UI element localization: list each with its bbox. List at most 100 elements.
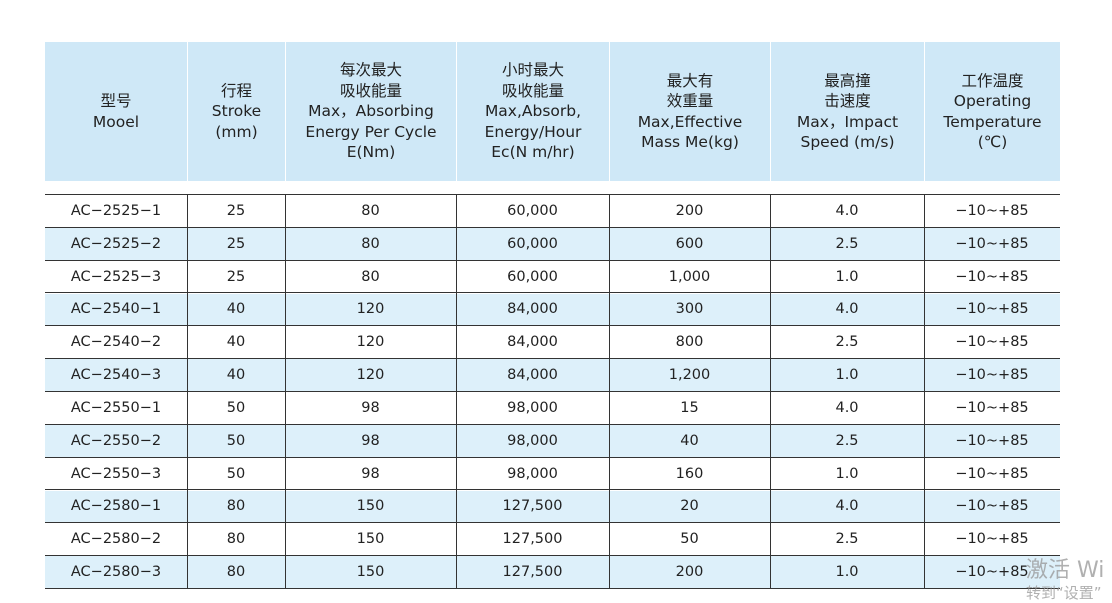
table-cell: 4.0: [770, 392, 924, 425]
table-cell: 98: [285, 392, 456, 425]
watermark: 激活 Wi: [1026, 558, 1105, 583]
table-cell: 600: [609, 227, 770, 261]
table-cell: 80: [285, 227, 456, 261]
table-cell: 84,000: [456, 293, 609, 327]
table-cell: 98: [285, 457, 456, 491]
header-cell: 工作温度 Operating Temperature (℃): [925, 42, 1060, 181]
column-rule: [770, 194, 771, 589]
table-cell: 150: [285, 556, 456, 589]
table-cell: 98: [285, 424, 456, 458]
column-rule: [456, 194, 457, 589]
header-line: Energy/Hour: [484, 122, 582, 141]
table-cell: 40: [187, 326, 285, 360]
table-cell: −10~+85: [924, 424, 1060, 458]
table-cell: 84,000: [456, 359, 609, 392]
header-cell: 型号 Mooel: [45, 42, 187, 181]
table-cell: 40: [187, 293, 285, 327]
table-cell: −10~+85: [924, 523, 1060, 557]
header-line: Speed (m/s): [800, 133, 895, 151]
table-cell: 98,000: [456, 457, 609, 491]
table-cell: −10~+85: [924, 457, 1060, 491]
table-cell: 2.5: [770, 326, 924, 360]
table-cell: 2.5: [770, 424, 924, 458]
table-cell: AC−2550−2: [45, 424, 187, 458]
header-line: 型号: [100, 92, 132, 110]
table-cell: 15: [609, 392, 770, 425]
header-cell: 行程 Stroke (mm): [188, 42, 285, 181]
table-cell: AC−2525−2: [45, 227, 187, 261]
table-cell: 150: [285, 523, 456, 557]
table-cell: 60,000: [456, 227, 609, 261]
header-line: 效重量: [666, 92, 714, 110]
table-cell: −10~+85: [924, 359, 1060, 392]
table-cell: 1.0: [770, 359, 924, 392]
table-cell: 80: [187, 523, 285, 557]
table-cell: 160: [609, 457, 770, 491]
table-cell: 80: [187, 556, 285, 589]
header-line: 吸收能量: [501, 81, 564, 100]
header-line: (℃): [977, 133, 1008, 151]
table-cell: 1,000: [609, 260, 770, 294]
header-line: 最高撞: [824, 71, 871, 90]
table-cell: −10~+85: [924, 556, 1060, 589]
header-line: Mooel: [92, 112, 140, 131]
header-line: Max，Impact: [796, 112, 899, 131]
table-cell: 80: [285, 195, 456, 228]
table-cell: 127,500: [456, 556, 609, 589]
table-cell: 300: [609, 293, 770, 327]
header-cell: 小时最大 吸收能量 Max,Absorb, Energy/Hour Ec(N m/hr): [457, 42, 609, 181]
table-cell: 2.5: [770, 227, 924, 261]
table-cell: −10~+85: [924, 392, 1060, 425]
table-cell: 120: [285, 293, 456, 327]
table-cell: 60,000: [456, 260, 609, 294]
column-rule: [609, 194, 610, 589]
table-cell: AC−2580−1: [45, 490, 187, 524]
header-line: 每次最大: [339, 61, 402, 80]
table-cell: 1.0: [770, 260, 924, 294]
table-cell: AC−2550−3: [45, 457, 187, 491]
table-cell: 98,000: [456, 424, 609, 458]
header-cell: 每次最大 吸收能量 Max，Absorbing Energy Per Cycle E(N…: [286, 42, 456, 181]
table-cell: 120: [285, 326, 456, 360]
table-cell: 127,500: [456, 490, 609, 524]
table-cell: 4.0: [770, 490, 924, 524]
table-cell: 1.0: [770, 457, 924, 491]
header-line: Ec(N m/hr): [491, 143, 575, 162]
table-cell: AC−2525−1: [45, 195, 187, 228]
table-cell: 127,500: [456, 523, 609, 557]
table-cell: 200: [609, 556, 770, 589]
table-cell: 4.0: [770, 195, 924, 228]
table-cell: 800: [609, 326, 770, 360]
header-line: 行程: [220, 81, 252, 100]
table-cell: −10~+85: [924, 260, 1060, 294]
header-cell: 最高撞 击速度 Max，Impact Speed (m/s): [771, 42, 924, 181]
header-line: Mass Me(kg): [641, 133, 739, 151]
table-cell: 98,000: [456, 392, 609, 425]
header-line: 吸收能量: [339, 81, 402, 100]
table-cell: 80: [285, 260, 456, 294]
table-cell: 120: [285, 359, 456, 392]
table-cell: 50: [187, 457, 285, 491]
header-cell: 最大有 效重量 Max,Effective Mass Me(kg): [610, 42, 770, 181]
table-cell: 25: [187, 260, 285, 294]
table-cell: 25: [187, 227, 285, 261]
table-cell: −10~+85: [924, 490, 1060, 524]
table-cell: 1,200: [609, 359, 770, 392]
header-line: E(Nm): [346, 143, 396, 162]
column-rule: [285, 194, 286, 589]
table-cell: 150: [285, 490, 456, 524]
table-cell: 200: [609, 195, 770, 228]
header-line: Max，Absorbing: [308, 102, 434, 121]
watermark: 转到“设置”: [1026, 584, 1102, 602]
header-line: Stroke: [211, 102, 262, 121]
header-line: Energy Per Cycle: [305, 122, 437, 141]
table-cell: 50: [187, 424, 285, 458]
header-line: Operating: [953, 92, 1032, 110]
table-cell: 80: [187, 490, 285, 524]
header-line: Temperature: [943, 112, 1042, 131]
header-line: Max,Effective: [637, 112, 743, 131]
table-cell: 1.0: [770, 556, 924, 589]
header-line: 工作温度: [961, 71, 1024, 90]
table-cell: AC−2580−2: [45, 523, 187, 557]
